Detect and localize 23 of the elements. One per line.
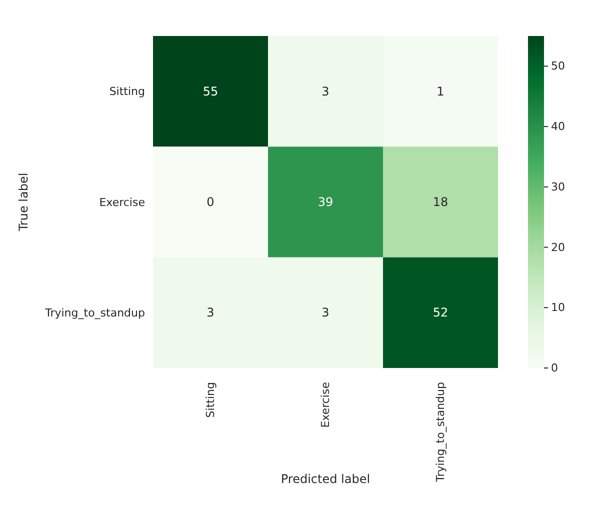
- color-bar-label: 20: [551, 240, 565, 254]
- data-label: 39: [318, 195, 334, 209]
- data-label: 1: [436, 84, 444, 98]
- data-label: 3: [322, 84, 330, 98]
- y-tick-label: Exercise: [99, 196, 146, 209]
- data-label: 55: [202, 84, 218, 98]
- data-label: 3: [322, 306, 330, 320]
- color-bar-label: 10: [551, 301, 565, 314]
- color-bar-label: 40: [551, 120, 565, 134]
- y-axis-title: True label: [16, 172, 30, 232]
- data-label: 18: [432, 195, 448, 209]
- x-tick-label: Sitting: [204, 382, 217, 418]
- x-tick-label: Exercise: [319, 382, 332, 428]
- y-tick-label: Sitting: [109, 85, 145, 98]
- x-axis-title: Predicted label: [280, 472, 370, 486]
- color-bar-label: 30: [551, 180, 565, 194]
- y-tick-label: Trying_to_standup: [44, 306, 146, 320]
- data-label: 52: [432, 306, 448, 320]
- color-bar-label: 0: [551, 362, 558, 374]
- data-label: 3: [206, 306, 214, 320]
- color-bar-label: 50: [551, 60, 565, 73]
- data-label: 0: [206, 195, 214, 209]
- x-tick-label: Trying_to_standup: [434, 382, 447, 483]
